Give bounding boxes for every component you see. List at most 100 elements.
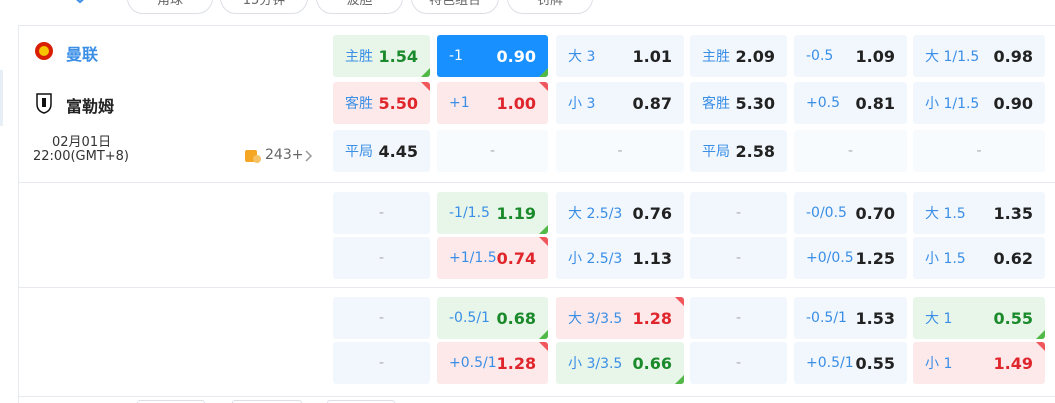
odds-cell[interactable]: 大 1/1.5 0.98 <box>913 35 1045 77</box>
odds-cell[interactable]: -0.5/1 0.68 <box>437 297 548 339</box>
fall-indicator <box>539 82 548 91</box>
odds-cell[interactable]: 小 3/3.5 0.66 <box>556 342 684 384</box>
odds-value: 0.70 <box>855 203 895 223</box>
tab[interactable]: 角球 <box>127 0 213 14</box>
rise-indicator <box>539 68 548 77</box>
odds-cell: - <box>794 130 907 172</box>
odds-label: 小 2.5/3 <box>568 251 623 267</box>
placeholder: - <box>378 310 385 326</box>
placeholder: - <box>735 250 742 266</box>
placeholder: - <box>378 250 385 266</box>
odds-cell[interactable]: +1/1.5 0.74 <box>437 237 548 279</box>
rise-indicator <box>539 225 548 234</box>
odds-cell[interactable]: -1/1.5 1.19 <box>437 192 548 234</box>
away-team[interactable]: 富勒姆 <box>66 97 115 116</box>
odds-cell[interactable]: -0.5/1 1.53 <box>794 297 907 339</box>
odds-label: -0.5 <box>806 48 834 64</box>
odds-cell[interactable]: -0.5 1.09 <box>794 35 907 77</box>
odds-cell[interactable]: 大 3 1.01 <box>556 35 684 77</box>
odds-cell[interactable]: 小 2.5/3 1.13 <box>556 237 684 279</box>
odds-cell[interactable]: 小 1/1.5 0.90 <box>913 82 1045 124</box>
odds-value: 1.13 <box>632 248 672 268</box>
odds-cell: - <box>690 342 787 384</box>
odds-label: -1 <box>449 48 463 64</box>
placeholder: - <box>489 143 496 159</box>
divider <box>18 287 1055 288</box>
odds-label: +0/0.5 <box>806 250 854 266</box>
collapse-icon[interactable] <box>70 0 90 8</box>
divider <box>18 25 1055 26</box>
tab[interactable]: 特色组合 <box>411 0 499 14</box>
odds-cell[interactable]: 客胜 5.50 <box>333 82 430 124</box>
odds-value: 1.49 <box>993 353 1033 373</box>
placeholder: - <box>617 143 623 159</box>
odds-cell[interactable]: 平局 4.45 <box>333 130 430 172</box>
odds-label: -0/0.5 <box>806 205 847 221</box>
match-time: 22:00(GMT+8) <box>33 149 130 164</box>
odds-cell[interactable]: 小 1.5 0.62 <box>913 237 1045 279</box>
odds-value: 0.68 <box>496 308 536 328</box>
tab[interactable]: 罚牌 <box>507 0 593 14</box>
odds-cell[interactable]: 大 1.5 1.35 <box>913 192 1045 234</box>
odds-value: 0.90 <box>993 93 1033 113</box>
odds-value: 1.19 <box>496 203 536 223</box>
odds-cell: - <box>690 237 787 279</box>
odds-value: 0.76 <box>632 203 672 223</box>
odds-label: +0.5/1 <box>449 355 497 371</box>
odds-cell[interactable]: -0/0.5 0.70 <box>794 192 907 234</box>
fall-indicator <box>539 237 548 246</box>
odds-cell[interactable]: 主胜 2.09 <box>690 35 787 77</box>
odds-cell[interactable]: 大 3/3.5 1.28 <box>556 297 684 339</box>
side-marker <box>0 70 3 126</box>
placeholder: - <box>735 205 742 221</box>
odds-cell[interactable]: -1 0.90 <box>437 35 548 77</box>
odds-label: 大 1.5 <box>925 206 966 222</box>
rise-indicator <box>1036 330 1045 339</box>
odds-cell[interactable]: 大 2.5/3 0.76 <box>556 192 684 234</box>
odds-cell[interactable]: +1 1.00 <box>437 82 548 124</box>
footer-box <box>137 400 205 403</box>
odds-cell[interactable]: 大 1 0.55 <box>913 297 1045 339</box>
tab[interactable]: 波胆 <box>316 0 403 14</box>
odds-cell[interactable]: +0.5 0.81 <box>794 82 907 124</box>
odds-cell[interactable]: 主胜 1.54 <box>333 35 430 77</box>
odds-cell[interactable]: +0.5/1 0.55 <box>794 342 907 384</box>
odds-cell[interactable]: +0/0.5 1.25 <box>794 237 907 279</box>
more-markets[interactable]: 243+ <box>265 147 304 163</box>
fall-indicator <box>675 297 684 306</box>
odds-cell: - <box>913 130 1045 172</box>
tab[interactable]: 15分钟 <box>220 0 308 14</box>
odds-label: 大 3 <box>568 49 596 65</box>
odds-label: 小 1.5 <box>925 251 966 267</box>
odds-cell[interactable]: +0.5/1 1.28 <box>437 342 548 384</box>
odds-label: 平局 <box>702 144 730 160</box>
odds-value: 1.00 <box>496 93 536 113</box>
odds-label: 小 1/1.5 <box>925 96 980 112</box>
odds-label: 小 1 <box>925 356 953 372</box>
odds-cell[interactable]: 平局 2.58 <box>690 130 787 172</box>
odds-cell[interactable]: 客胜 5.30 <box>690 82 787 124</box>
odds-label: 主胜 <box>702 49 730 65</box>
home-logo <box>35 42 53 60</box>
odds-cell: - <box>556 130 684 172</box>
odds-cell[interactable]: 小 1 1.49 <box>913 342 1045 384</box>
odds-label: 大 2.5/3 <box>568 206 623 222</box>
home-team[interactable]: 曼联 <box>66 45 99 64</box>
odds-label: 大 1 <box>925 311 953 327</box>
chevron <box>305 150 313 162</box>
odds-cell[interactable]: 小 3 0.87 <box>556 82 684 124</box>
footer-box <box>327 400 395 403</box>
rise-indicator <box>421 68 430 77</box>
odds-value: 1.28 <box>632 308 672 328</box>
odds-value: 0.81 <box>855 93 895 113</box>
placeholder: - <box>976 143 982 159</box>
odds-cell: - <box>437 130 548 172</box>
placeholder: - <box>847 143 854 159</box>
odds-cell: - <box>690 297 787 339</box>
odds-value: 1.54 <box>378 46 418 66</box>
odds-label: -1/1.5 <box>449 205 490 221</box>
fall-indicator <box>539 342 548 351</box>
odds-value: 5.50 <box>378 93 418 113</box>
divider <box>18 25 19 403</box>
